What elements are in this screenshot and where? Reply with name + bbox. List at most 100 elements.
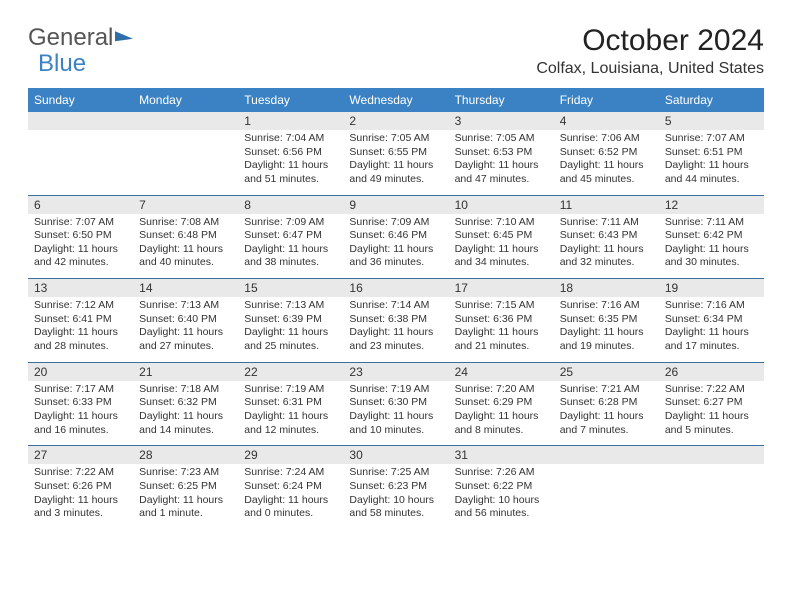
sunset-text: Sunset: 6:31 PM (244, 396, 337, 410)
sunset-text: Sunset: 6:22 PM (455, 480, 548, 494)
sunrise-text: Sunrise: 7:15 AM (455, 299, 548, 313)
page-header: General October 2024 Colfax, Louisiana, … (28, 24, 764, 78)
daylight-text-1: Daylight: 11 hours (349, 243, 442, 257)
daylight-text-1: Daylight: 11 hours (349, 326, 442, 340)
daynum-cell: 16 (343, 279, 448, 297)
sunset-text: Sunset: 6:34 PM (665, 313, 758, 327)
daynum-cell: 2 (343, 112, 448, 130)
location-text: Colfax, Louisiana, United States (536, 60, 764, 78)
sunset-text: Sunset: 6:45 PM (455, 229, 548, 243)
sunset-text: Sunset: 6:53 PM (455, 146, 548, 160)
sunrise-text: Sunrise: 7:09 AM (349, 216, 442, 230)
daynum-cell: 4 (554, 112, 659, 130)
sunset-text: Sunset: 6:42 PM (665, 229, 758, 243)
daynum-cell: 13 (28, 279, 133, 297)
daynum-cell: 9 (343, 196, 448, 214)
sunrise-text: Sunrise: 7:09 AM (244, 216, 337, 230)
day-cell: Sunrise: 7:24 AMSunset: 6:24 PMDaylight:… (238, 464, 343, 529)
dow-sunday: Sunday (28, 88, 133, 112)
sunrise-text: Sunrise: 7:22 AM (34, 466, 127, 480)
sunset-text: Sunset: 6:29 PM (455, 396, 548, 410)
sunset-text: Sunset: 6:50 PM (34, 229, 127, 243)
daylight-text-2: and 40 minutes. (139, 256, 232, 270)
daynum-row: 20212223242526 (28, 363, 764, 381)
daylight-text-1: Daylight: 11 hours (455, 159, 548, 173)
daynum-cell: 17 (449, 279, 554, 297)
daylight-text-1: Daylight: 10 hours (455, 494, 548, 508)
day-cell (28, 130, 133, 195)
daynum-cell (554, 446, 659, 464)
daylight-text-2: and 27 minutes. (139, 340, 232, 354)
sunrise-text: Sunrise: 7:11 AM (560, 216, 653, 230)
sunrise-text: Sunrise: 7:07 AM (34, 216, 127, 230)
daynum-cell: 12 (659, 196, 764, 214)
calendar-grid: Sunday Monday Tuesday Wednesday Thursday… (28, 88, 764, 529)
dow-saturday: Saturday (659, 88, 764, 112)
daylight-text-2: and 12 minutes. (244, 424, 337, 438)
daynum-cell: 14 (133, 279, 238, 297)
daylight-text-2: and 49 minutes. (349, 173, 442, 187)
daylight-text-1: Daylight: 11 hours (244, 494, 337, 508)
day-cell: Sunrise: 7:09 AMSunset: 6:46 PMDaylight:… (343, 214, 448, 279)
week-row: Sunrise: 7:04 AMSunset: 6:56 PMDaylight:… (28, 130, 764, 196)
sunrise-text: Sunrise: 7:23 AM (139, 466, 232, 480)
daylight-text-2: and 28 minutes. (34, 340, 127, 354)
sunrise-text: Sunrise: 7:26 AM (455, 466, 548, 480)
daynum-cell: 20 (28, 363, 133, 381)
daylight-text-1: Daylight: 11 hours (244, 243, 337, 257)
sunset-text: Sunset: 6:46 PM (349, 229, 442, 243)
daylight-text-2: and 36 minutes. (349, 256, 442, 270)
daylight-text-1: Daylight: 11 hours (34, 243, 127, 257)
day-cell: Sunrise: 7:21 AMSunset: 6:28 PMDaylight:… (554, 381, 659, 446)
day-cell: Sunrise: 7:12 AMSunset: 6:41 PMDaylight:… (28, 297, 133, 362)
sunrise-text: Sunrise: 7:06 AM (560, 132, 653, 146)
daynum-cell (28, 112, 133, 130)
daylight-text-1: Daylight: 11 hours (665, 326, 758, 340)
daynum-cell: 3 (449, 112, 554, 130)
day-cell: Sunrise: 7:07 AMSunset: 6:50 PMDaylight:… (28, 214, 133, 279)
sunrise-text: Sunrise: 7:24 AM (244, 466, 337, 480)
daylight-text-2: and 51 minutes. (244, 173, 337, 187)
dow-monday: Monday (133, 88, 238, 112)
daylight-text-2: and 19 minutes. (560, 340, 653, 354)
sunrise-text: Sunrise: 7:20 AM (455, 383, 548, 397)
day-cell: Sunrise: 7:05 AMSunset: 6:53 PMDaylight:… (449, 130, 554, 195)
daylight-text-2: and 14 minutes. (139, 424, 232, 438)
daylight-text-2: and 42 minutes. (34, 256, 127, 270)
daynum-cell: 27 (28, 446, 133, 464)
daynum-cell: 18 (554, 279, 659, 297)
sunset-text: Sunset: 6:38 PM (349, 313, 442, 327)
daynum-cell: 24 (449, 363, 554, 381)
day-cell: Sunrise: 7:11 AMSunset: 6:42 PMDaylight:… (659, 214, 764, 279)
day-cell: Sunrise: 7:16 AMSunset: 6:34 PMDaylight:… (659, 297, 764, 362)
daylight-text-1: Daylight: 11 hours (244, 410, 337, 424)
weeks-container: 12345Sunrise: 7:04 AMSunset: 6:56 PMDayl… (28, 112, 764, 529)
daylight-text-1: Daylight: 11 hours (560, 326, 653, 340)
sunrise-text: Sunrise: 7:10 AM (455, 216, 548, 230)
sunrise-text: Sunrise: 7:19 AM (349, 383, 442, 397)
daylight-text-1: Daylight: 11 hours (244, 326, 337, 340)
daylight-text-2: and 58 minutes. (349, 507, 442, 521)
sunset-text: Sunset: 6:43 PM (560, 229, 653, 243)
daynum-cell: 26 (659, 363, 764, 381)
sunrise-text: Sunrise: 7:05 AM (455, 132, 548, 146)
daynum-cell: 28 (133, 446, 238, 464)
daylight-text-2: and 34 minutes. (455, 256, 548, 270)
daynum-cell: 23 (343, 363, 448, 381)
day-cell: Sunrise: 7:17 AMSunset: 6:33 PMDaylight:… (28, 381, 133, 446)
sunset-text: Sunset: 6:51 PM (665, 146, 758, 160)
day-cell: Sunrise: 7:04 AMSunset: 6:56 PMDaylight:… (238, 130, 343, 195)
day-cell: Sunrise: 7:13 AMSunset: 6:39 PMDaylight:… (238, 297, 343, 362)
day-cell: Sunrise: 7:05 AMSunset: 6:55 PMDaylight:… (343, 130, 448, 195)
daynum-cell: 19 (659, 279, 764, 297)
dow-tuesday: Tuesday (238, 88, 343, 112)
daylight-text-1: Daylight: 11 hours (560, 243, 653, 257)
week-row: Sunrise: 7:22 AMSunset: 6:26 PMDaylight:… (28, 464, 764, 529)
daylight-text-2: and 7 minutes. (560, 424, 653, 438)
day-cell: Sunrise: 7:06 AMSunset: 6:52 PMDaylight:… (554, 130, 659, 195)
day-cell: Sunrise: 7:15 AMSunset: 6:36 PMDaylight:… (449, 297, 554, 362)
daynum-row: 13141516171819 (28, 279, 764, 297)
sunrise-text: Sunrise: 7:17 AM (34, 383, 127, 397)
sunset-text: Sunset: 6:39 PM (244, 313, 337, 327)
daynum-cell: 6 (28, 196, 133, 214)
